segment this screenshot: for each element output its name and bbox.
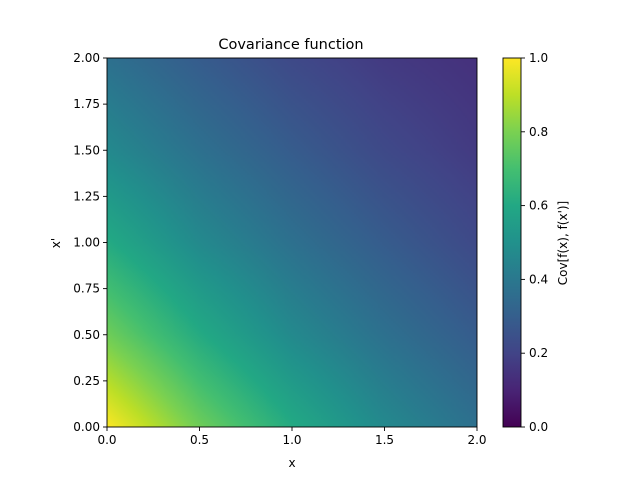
colorbar: 0.0 0.2 0.4 0.6 0.8 1.0 <box>502 51 548 434</box>
x-tick-label: 1.5 <box>375 433 394 447</box>
x-tick-label: 2.0 <box>467 433 486 447</box>
colorbar-tick-label: 0.8 <box>529 125 548 139</box>
y-axis: 0.00 0.25 0.50 0.75 1.00 1.25 1.50 1.75 2.00 <box>73 51 107 434</box>
y-tick-label: 0.00 <box>73 420 100 434</box>
y-tick-label: 0.75 <box>73 282 100 296</box>
chart-title: Covariance function <box>218 37 363 53</box>
x-axis-label: x <box>288 456 295 470</box>
y-tick-label: 2.00 <box>73 51 100 65</box>
y-tick-label: 1.50 <box>73 143 100 157</box>
x-axis: 0.0 0.5 1.0 1.5 2.0 <box>97 427 487 447</box>
x-tick-label: 1.0 <box>282 433 301 447</box>
y-axis-label: x' <box>49 238 63 248</box>
colorbar-tick-label: 0.0 <box>529 420 548 434</box>
x-tick-label: 0.0 <box>97 433 116 447</box>
colorbar-tick-label: 0.4 <box>529 272 548 286</box>
colorbar-tick-label: 0.6 <box>529 199 548 213</box>
heatmap-image <box>107 58 477 427</box>
y-tick-label: 1.00 <box>73 236 100 250</box>
y-tick-label: 0.25 <box>73 374 100 388</box>
colorbar-tick-label: 0.2 <box>529 346 548 360</box>
colorbar-gradient <box>503 58 521 427</box>
y-tick-label: 1.75 <box>73 97 100 111</box>
colorbar-label: Cov[f(x), f(x')] <box>556 201 570 286</box>
y-tick-label: 1.25 <box>73 189 100 203</box>
x-tick-label: 0.5 <box>190 433 209 447</box>
colorbar-tick-label: 1.0 <box>529 51 548 65</box>
heatmap-plot-area <box>106 57 478 428</box>
y-tick-label: 0.50 <box>73 328 100 342</box>
colorbar-frame <box>502 57 522 428</box>
